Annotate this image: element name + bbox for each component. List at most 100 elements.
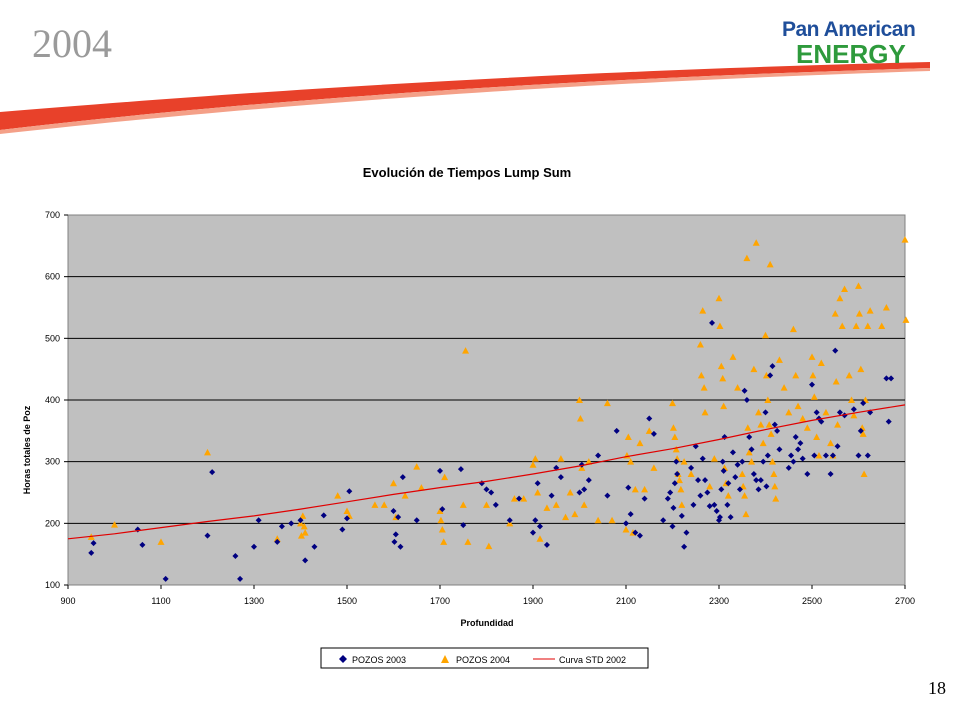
point-2004 [390, 479, 397, 487]
point-2003 [232, 553, 239, 560]
legend-label-curve: Curva STD 2002 [559, 655, 626, 665]
point-2004 [680, 458, 688, 465]
slide-title: 2004 [32, 21, 112, 66]
point-2003 [320, 512, 327, 519]
point-2004 [631, 485, 639, 493]
point-2003 [671, 480, 678, 487]
point-2004 [810, 393, 818, 400]
point-2004 [755, 408, 763, 416]
logo-text-line2: ENERGY [796, 39, 906, 69]
point-2004 [440, 538, 448, 545]
point-2003 [702, 477, 709, 484]
point-2003 [439, 506, 446, 513]
y-tick-label: 500 [45, 333, 60, 343]
legend-marker-2003 [339, 655, 347, 663]
point-2004 [720, 402, 728, 410]
point-2004 [832, 378, 840, 385]
point-2004 [757, 421, 765, 428]
point-2003 [302, 557, 309, 564]
point-2004 [343, 507, 351, 514]
point-2004 [299, 512, 307, 519]
chart-title: Evolución de Tiempos Lump Sum [363, 165, 572, 180]
point-2004 [850, 411, 858, 419]
point-2004 [741, 492, 749, 499]
point-2004 [543, 504, 551, 511]
point-2003 [516, 495, 523, 502]
point-2003 [139, 541, 146, 548]
point-2003 [885, 418, 892, 425]
point-2003 [743, 397, 750, 403]
point-2003 [641, 495, 648, 502]
point-2004 [485, 542, 493, 550]
legend: POZOS 2003 POZOS 2004 Curva STD 2002 [320, 647, 649, 669]
point-2004 [815, 452, 823, 459]
point-2004 [765, 421, 773, 428]
point-2003 [392, 531, 399, 538]
point-2003 [339, 526, 346, 533]
point-2003 [670, 504, 677, 511]
y-tick-labels: 100 200 300 400 500 600 700 [45, 210, 60, 590]
point-2004 [603, 399, 611, 407]
point-2003 [625, 484, 632, 491]
point-2003 [855, 452, 862, 459]
point-2003 [669, 523, 676, 530]
point-2003 [746, 434, 753, 440]
point-2004 [770, 470, 778, 477]
point-2003 [667, 489, 674, 496]
point-2004 [768, 458, 776, 465]
point-2003 [88, 549, 95, 556]
point-2004 [552, 501, 560, 508]
point-2003 [681, 543, 688, 550]
point-2003 [834, 443, 841, 450]
legend-label-2003: POZOS 2003 [352, 655, 406, 665]
point-2004 [882, 304, 890, 311]
point-2004 [827, 439, 835, 447]
point-2004 [273, 535, 281, 542]
point-2003 [813, 409, 820, 416]
point-2003 [674, 471, 681, 477]
point-2003 [720, 467, 727, 474]
point-2003 [646, 415, 653, 422]
point-2004 [636, 439, 644, 447]
series-curva-std-2002 [67, 404, 906, 540]
point-2003 [792, 434, 799, 440]
point-2004 [742, 510, 750, 518]
point-2004 [767, 430, 775, 437]
x-tick-label: 1300 [244, 596, 264, 606]
point-2003 [274, 538, 281, 545]
point-2003 [391, 538, 398, 545]
point-2003 [278, 523, 285, 530]
point-2003 [460, 522, 467, 529]
point-2003 [797, 440, 804, 447]
point-2004 [866, 307, 874, 314]
series-pozos-2004 [87, 236, 910, 550]
point-2004 [204, 448, 211, 456]
point-2003 [699, 455, 706, 462]
point-2003 [888, 375, 895, 382]
point-2004 [580, 501, 588, 508]
point-2003 [673, 458, 680, 465]
y-tick-label: 700 [45, 210, 60, 220]
point-2004 [464, 538, 472, 545]
point-2004 [831, 310, 839, 317]
point-2003 [724, 501, 731, 508]
point-2003 [251, 543, 257, 550]
point-2004 [534, 489, 542, 496]
point-2004 [855, 310, 863, 317]
point-2004 [669, 399, 676, 407]
point-2004 [822, 408, 830, 416]
point-2003 [457, 466, 464, 473]
point-2003 [809, 381, 815, 388]
point-2003 [719, 458, 726, 465]
point-2004 [566, 489, 574, 496]
point-2003 [162, 575, 169, 582]
point-2004 [645, 427, 653, 434]
point-2004 [743, 254, 751, 262]
point-2004 [696, 341, 704, 348]
point-2003 [776, 446, 783, 453]
point-2003 [785, 464, 792, 471]
point-2003 [255, 517, 262, 524]
point-2004 [438, 526, 446, 533]
point-2003 [678, 512, 685, 519]
point-2004 [855, 282, 862, 289]
